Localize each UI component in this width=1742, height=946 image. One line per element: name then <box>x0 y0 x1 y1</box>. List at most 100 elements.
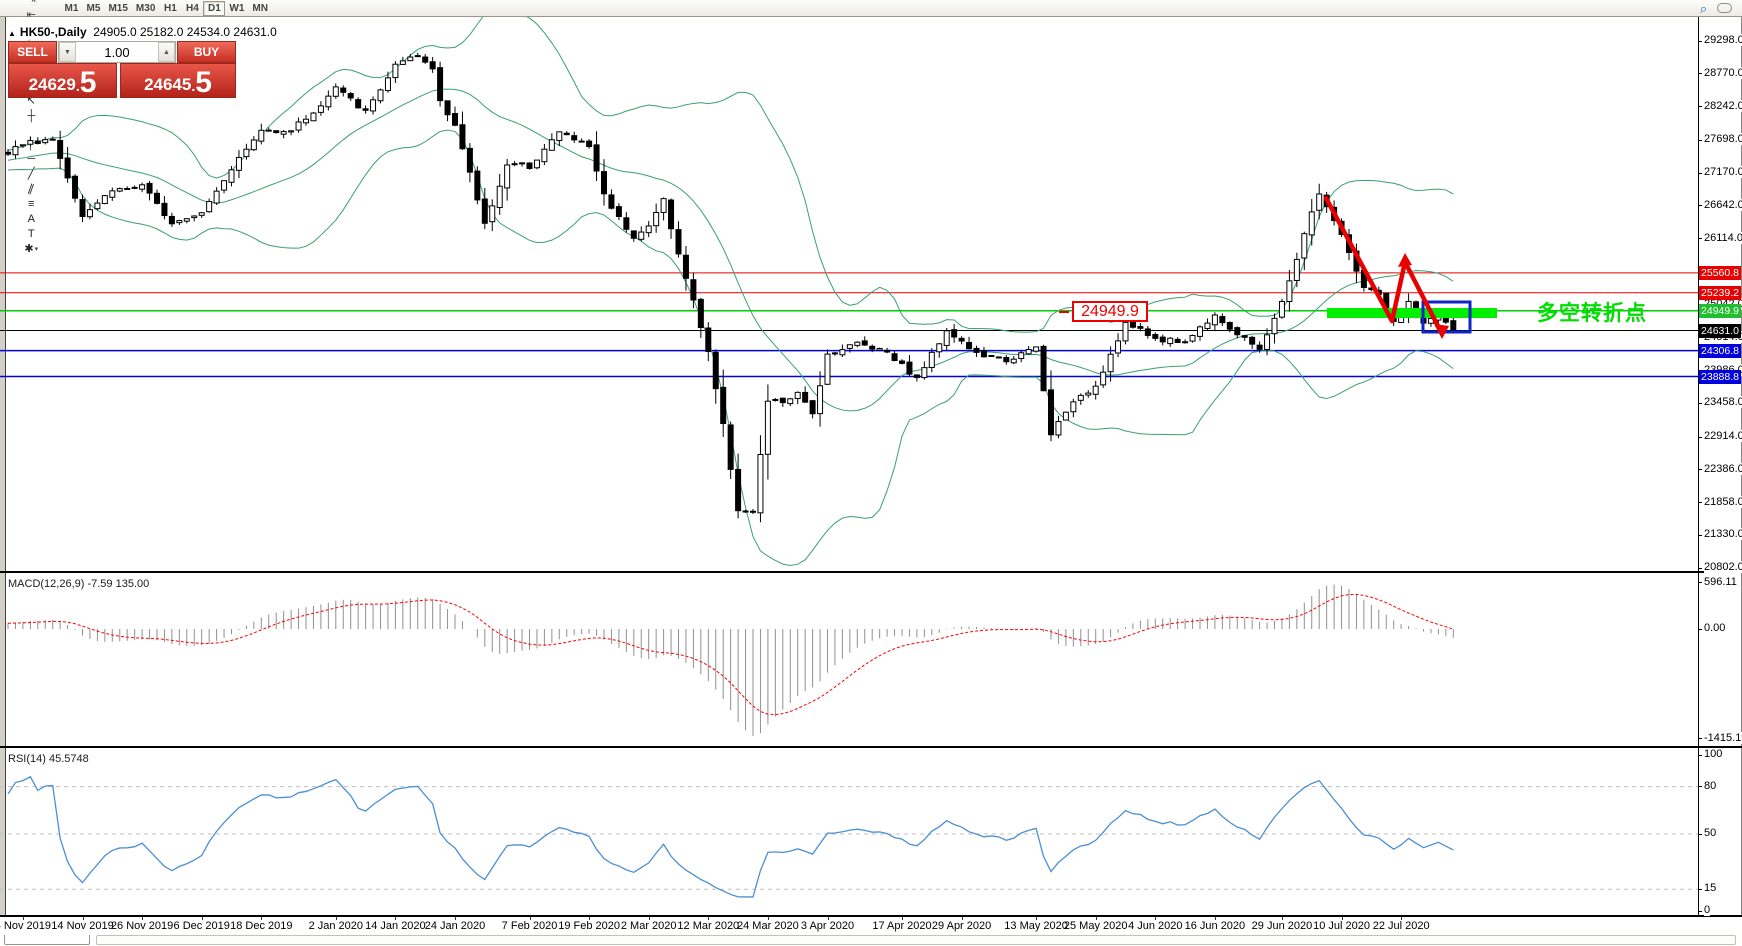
candle[interactable] <box>1055 415 1062 439</box>
candle[interactable] <box>183 218 190 224</box>
candle[interactable] <box>1062 411 1069 421</box>
candle[interactable] <box>668 198 675 239</box>
candle[interactable] <box>124 186 131 190</box>
candle[interactable] <box>1040 344 1047 392</box>
candle[interactable] <box>288 130 295 136</box>
candle[interactable] <box>146 181 153 201</box>
candle[interactable] <box>854 341 861 348</box>
candle[interactable] <box>1271 313 1278 344</box>
candle[interactable] <box>995 356 1002 359</box>
crosshair-icon[interactable]: ┼ <box>2 109 60 124</box>
candle[interactable] <box>399 56 406 65</box>
candle[interactable] <box>116 187 123 193</box>
candle[interactable] <box>712 349 719 404</box>
candle[interactable] <box>362 105 369 114</box>
candle[interactable] <box>846 344 853 353</box>
candle[interactable] <box>511 160 518 167</box>
candle[interactable] <box>377 88 384 104</box>
candle[interactable] <box>682 246 689 291</box>
candle[interactable] <box>57 130 64 170</box>
candle[interactable] <box>772 398 779 402</box>
candle[interactable] <box>12 140 19 159</box>
candle[interactable] <box>5 149 11 157</box>
volume-increase-button[interactable]: ▲ <box>158 42 175 62</box>
candle[interactable] <box>332 83 339 99</box>
candle[interactable] <box>884 347 891 354</box>
bid-price-panel[interactable]: 24629. 5 <box>8 63 117 98</box>
macd-rsi-separator[interactable] <box>0 746 1742 748</box>
candle[interactable] <box>660 197 667 221</box>
candle[interactable] <box>176 219 183 226</box>
candle[interactable] <box>980 346 987 358</box>
candle[interactable] <box>638 226 645 242</box>
candle[interactable] <box>973 345 980 358</box>
candle[interactable] <box>876 347 883 352</box>
cursor-icon[interactable]: ↖ <box>2 94 60 109</box>
timeframe-h1[interactable]: H1 <box>163 2 177 14</box>
candle[interactable] <box>936 343 943 358</box>
candle[interactable] <box>295 117 302 133</box>
candle[interactable] <box>459 111 466 150</box>
candle[interactable] <box>958 336 965 345</box>
candle[interactable] <box>79 194 86 223</box>
candle[interactable] <box>64 146 71 183</box>
candle[interactable] <box>727 421 734 479</box>
candle[interactable] <box>1018 349 1025 363</box>
candle[interactable] <box>839 344 846 358</box>
candle[interactable] <box>533 159 540 170</box>
candle[interactable] <box>213 187 220 205</box>
candle[interactable] <box>466 143 473 183</box>
candle[interactable] <box>370 96 377 115</box>
candle[interactable] <box>265 127 272 132</box>
candle[interactable] <box>1107 346 1114 382</box>
candle[interactable] <box>109 187 116 201</box>
candle[interactable] <box>817 371 824 427</box>
candle[interactable] <box>1278 298 1285 319</box>
candle[interactable] <box>593 131 600 181</box>
candle[interactable] <box>735 453 742 519</box>
candle[interactable] <box>452 106 458 127</box>
candle[interactable] <box>139 182 146 193</box>
price-chart[interactable] <box>0 17 1698 571</box>
candle[interactable] <box>1167 337 1174 347</box>
candle[interactable] <box>347 91 354 101</box>
candle[interactable] <box>1144 326 1151 339</box>
candle[interactable] <box>794 391 801 405</box>
support-zone-band[interactable] <box>1327 308 1497 318</box>
timeframe-h4[interactable]: H4 <box>185 2 199 14</box>
timeframe-w1[interactable]: W1 <box>229 2 245 14</box>
candle[interactable] <box>742 509 749 513</box>
candle[interactable] <box>1204 318 1211 331</box>
candle[interactable] <box>705 322 712 362</box>
candle[interactable] <box>988 355 995 358</box>
candle[interactable] <box>951 323 958 343</box>
chart-tab[interactable] <box>4 935 90 945</box>
candle[interactable] <box>340 85 347 97</box>
candle[interactable] <box>966 336 973 350</box>
candle[interactable] <box>1003 355 1010 365</box>
candle[interactable] <box>809 399 816 419</box>
candle[interactable] <box>1316 183 1323 220</box>
candle[interactable] <box>42 136 49 145</box>
candle[interactable] <box>243 143 250 160</box>
candle[interactable] <box>1033 346 1040 353</box>
turning-point-annotation[interactable]: 多空转折点 <box>1537 302 1647 325</box>
candle[interactable] <box>1048 370 1054 442</box>
candle[interactable] <box>191 215 198 222</box>
candle[interactable] <box>437 61 444 107</box>
volume-decrease-button[interactable]: ▼ <box>59 42 76 62</box>
candle[interactable] <box>198 212 205 218</box>
candle[interactable] <box>869 344 876 353</box>
horizontal-line-icon[interactable]: ─ <box>2 152 60 167</box>
candle[interactable] <box>303 114 309 126</box>
candle[interactable] <box>578 138 585 143</box>
candle[interactable] <box>1189 334 1196 343</box>
candle[interactable] <box>489 199 496 232</box>
candle[interactable] <box>1293 252 1300 288</box>
candle[interactable] <box>1070 398 1077 418</box>
candle[interactable] <box>101 194 108 205</box>
timeframe-m5[interactable]: M5 <box>86 2 101 14</box>
auto-scroll-icon[interactable]: ⇥ <box>2 0 60 8</box>
sell-button[interactable]: SELL <box>8 41 57 63</box>
ask-price-panel[interactable]: 24645. 5 <box>120 63 236 98</box>
